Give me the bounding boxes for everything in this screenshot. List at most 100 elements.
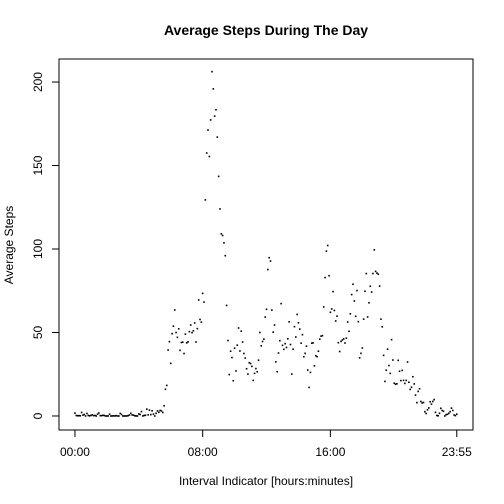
point bbox=[96, 413, 99, 415]
point bbox=[227, 339, 229, 342]
point bbox=[336, 315, 338, 317]
point bbox=[116, 415, 119, 417]
point bbox=[245, 367, 248, 370]
point bbox=[453, 414, 455, 416]
point bbox=[255, 367, 257, 370]
point bbox=[441, 409, 443, 412]
point bbox=[104, 415, 107, 417]
point bbox=[99, 414, 102, 417]
point bbox=[119, 412, 121, 415]
point bbox=[443, 415, 446, 417]
point bbox=[296, 313, 298, 316]
point bbox=[90, 414, 92, 417]
point bbox=[135, 415, 137, 417]
point bbox=[203, 301, 205, 303]
point bbox=[337, 341, 340, 344]
point bbox=[418, 387, 421, 390]
point bbox=[389, 372, 392, 375]
point bbox=[301, 333, 304, 336]
point bbox=[112, 415, 115, 417]
point bbox=[164, 388, 167, 391]
point bbox=[377, 273, 380, 276]
point bbox=[157, 411, 160, 414]
point bbox=[265, 308, 268, 311]
point bbox=[450, 407, 453, 409]
point bbox=[208, 155, 211, 158]
point bbox=[406, 361, 409, 363]
point bbox=[287, 338, 289, 340]
point bbox=[446, 413, 449, 416]
point bbox=[408, 381, 410, 384]
point bbox=[114, 415, 116, 417]
point bbox=[271, 309, 273, 311]
point bbox=[401, 369, 404, 372]
point bbox=[132, 414, 135, 416]
point bbox=[378, 285, 381, 287]
point bbox=[123, 415, 125, 417]
point bbox=[381, 326, 384, 328]
point bbox=[324, 276, 326, 279]
point bbox=[253, 372, 256, 375]
point bbox=[252, 379, 255, 382]
point bbox=[195, 341, 197, 343]
point bbox=[404, 382, 406, 385]
point bbox=[201, 292, 204, 295]
point bbox=[231, 356, 233, 359]
point bbox=[366, 316, 369, 318]
point bbox=[306, 369, 309, 371]
point bbox=[237, 327, 240, 329]
point bbox=[392, 359, 394, 361]
point bbox=[144, 414, 147, 417]
point bbox=[86, 412, 88, 415]
point bbox=[191, 331, 193, 334]
point bbox=[260, 345, 263, 347]
point bbox=[108, 413, 111, 415]
point bbox=[251, 365, 253, 368]
point bbox=[88, 415, 91, 417]
point bbox=[302, 355, 305, 358]
point bbox=[329, 311, 332, 314]
point bbox=[289, 343, 292, 346]
point bbox=[305, 345, 308, 347]
point bbox=[340, 340, 342, 343]
point bbox=[211, 70, 213, 73]
point bbox=[414, 394, 417, 396]
point bbox=[75, 414, 78, 417]
point bbox=[432, 400, 434, 403]
point bbox=[139, 413, 141, 416]
point bbox=[440, 407, 442, 410]
point bbox=[155, 412, 157, 415]
point bbox=[352, 283, 354, 286]
x-axis-label: Interval Indicator [hours:minutes] bbox=[179, 474, 353, 488]
point bbox=[146, 408, 148, 410]
point bbox=[160, 410, 163, 412]
point bbox=[263, 338, 265, 340]
point bbox=[353, 300, 356, 302]
point bbox=[360, 352, 362, 355]
point bbox=[412, 375, 414, 378]
point bbox=[128, 414, 131, 416]
point bbox=[217, 175, 220, 178]
point bbox=[400, 379, 402, 382]
point bbox=[193, 322, 196, 324]
point bbox=[313, 365, 316, 367]
point bbox=[183, 352, 185, 355]
point bbox=[314, 354, 317, 357]
point bbox=[333, 309, 336, 312]
point bbox=[248, 361, 251, 364]
point bbox=[338, 350, 341, 353]
point bbox=[293, 325, 296, 328]
point bbox=[269, 260, 272, 262]
y-tick-label: 0 bbox=[31, 412, 45, 419]
point bbox=[433, 398, 435, 401]
point bbox=[280, 302, 282, 305]
point bbox=[228, 373, 231, 376]
point bbox=[277, 352, 280, 354]
point bbox=[120, 413, 123, 416]
x-tick-label: 16:00 bbox=[315, 445, 345, 459]
point bbox=[205, 152, 208, 154]
point bbox=[429, 400, 431, 403]
point bbox=[122, 415, 124, 417]
point bbox=[428, 407, 430, 409]
